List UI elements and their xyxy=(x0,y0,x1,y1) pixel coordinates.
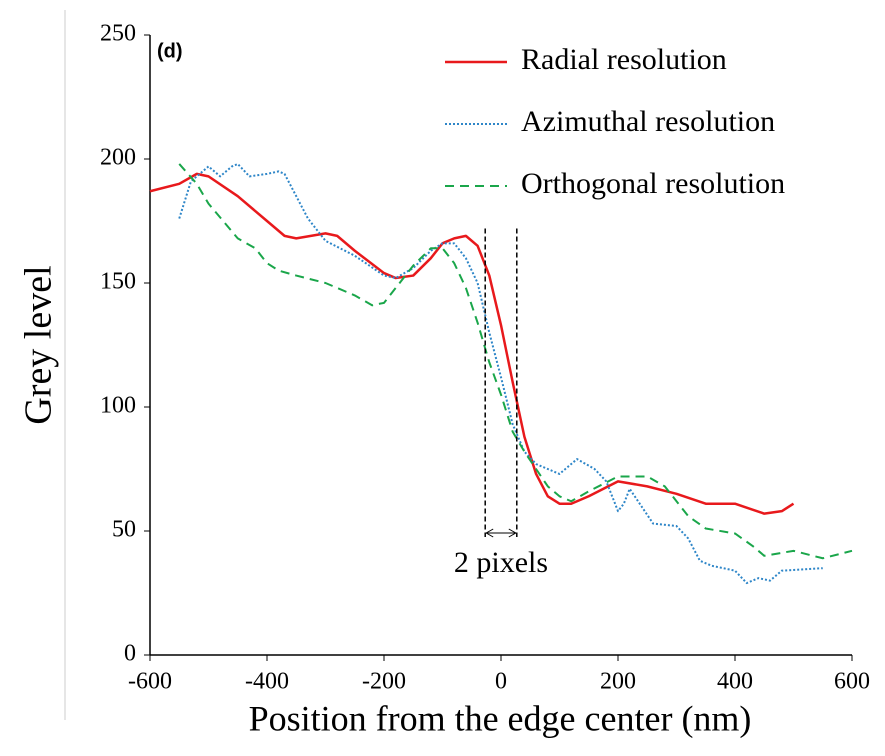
y-axis-title: Grey level xyxy=(18,265,60,424)
y-tick-label: 250 xyxy=(100,21,136,47)
x-tick-label: 200 xyxy=(600,669,636,695)
panel-label: (d) xyxy=(157,40,183,62)
legend-label: Radial resolution xyxy=(521,43,727,76)
series-line xyxy=(178,163,853,560)
legend-label: Orthogonal resolution xyxy=(521,167,785,200)
arrow-head xyxy=(485,528,517,538)
legend-label: Azimuthal resolution xyxy=(521,105,775,138)
x-tick-label: -400 xyxy=(245,669,289,695)
annotation: 2 pixels xyxy=(454,546,548,579)
y-tick-label: 200 xyxy=(100,145,136,171)
series-line xyxy=(178,162,823,585)
y-tick-label: 100 xyxy=(100,393,136,419)
x-tick-label: -200 xyxy=(362,669,406,695)
x-tick-label: 600 xyxy=(834,669,870,695)
x-axis-title: Position from the edge center (nm) xyxy=(249,698,752,738)
x-tick-label: 400 xyxy=(717,669,753,695)
x-tick-label: -600 xyxy=(128,669,172,695)
y-tick-label: 50 xyxy=(112,517,136,543)
y-tick-label: 0 xyxy=(124,641,136,667)
series-line xyxy=(149,172,795,515)
x-tick-label: 0 xyxy=(495,669,507,695)
y-tick-label: 150 xyxy=(100,269,136,295)
